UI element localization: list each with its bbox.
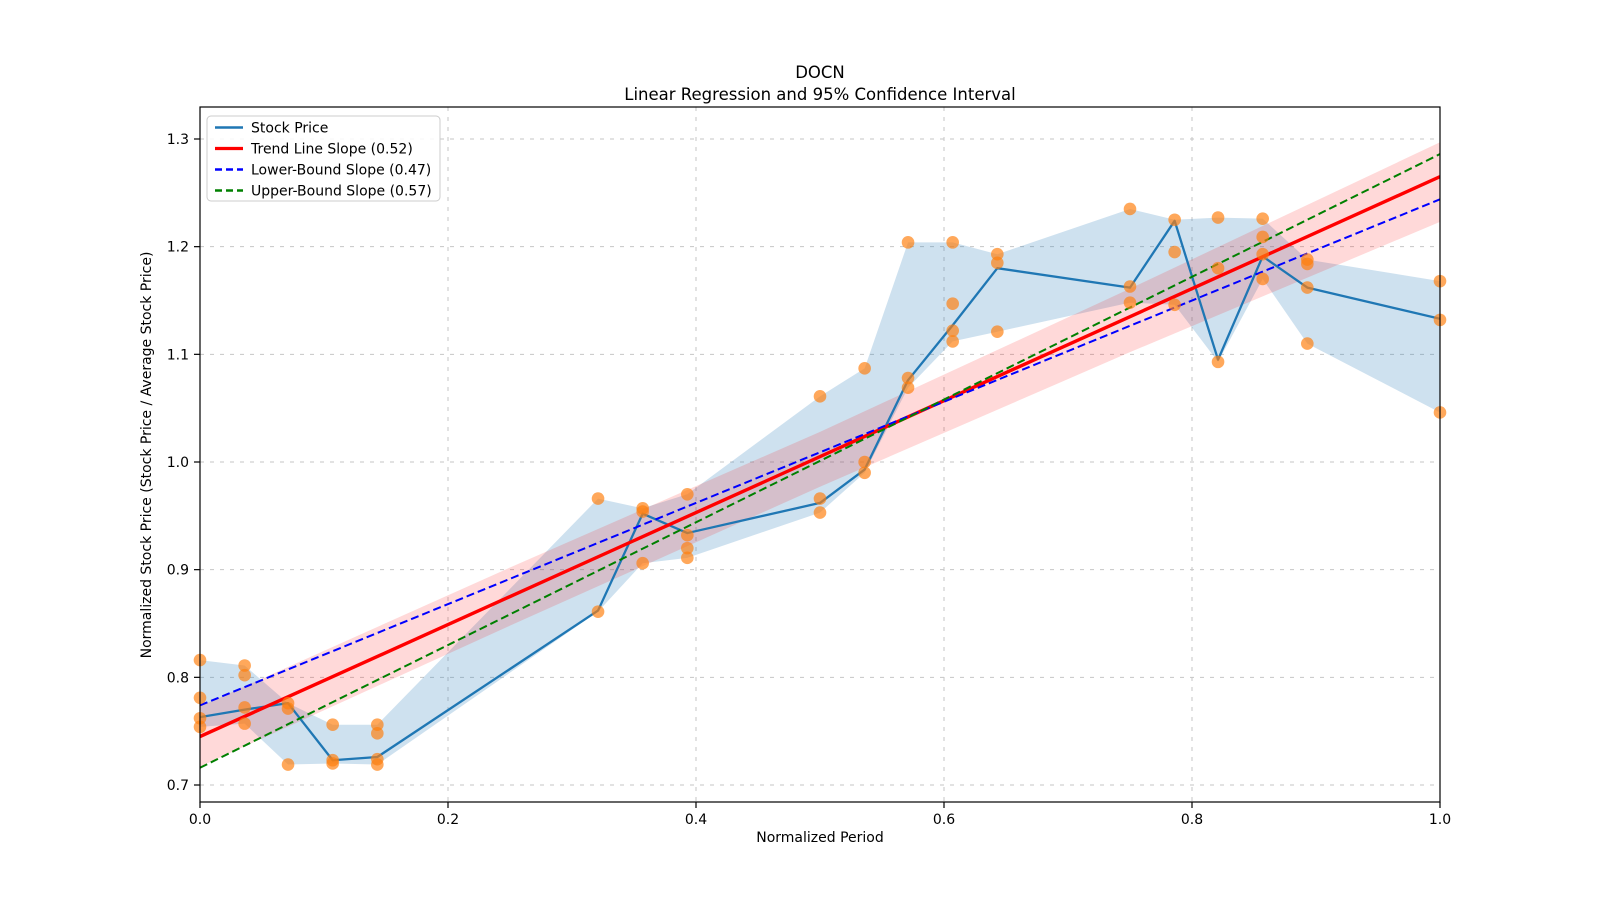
scatter-point (1256, 247, 1269, 261)
scatter-point (1301, 337, 1314, 350)
y-tick-label: 0.8 (167, 670, 189, 686)
scatter-point (681, 528, 694, 542)
scatter-point (238, 659, 251, 672)
scatter-point (371, 727, 384, 740)
scatter-point (991, 325, 1004, 339)
trend-line (200, 175, 1440, 739)
scatter-point (1211, 261, 1225, 275)
scatter-point (1301, 257, 1314, 271)
upper-bound-line (200, 153, 1440, 769)
scatter-point (1123, 280, 1137, 293)
scatter-point (901, 371, 915, 385)
x-tick-label: 0.0 (189, 812, 211, 828)
x-tick-label: 0.4 (685, 812, 707, 828)
scatter-point (636, 556, 649, 570)
chart-subtitle: Linear Regression and 95% Confidence Int… (624, 85, 1015, 104)
axis-ticks: 0.0 0.2 0.4 0.6 0.8 1.0 0.7 0.8 0.9 1.0 1.1 1.2 1.3 (167, 132, 1451, 828)
scatter-point (636, 505, 649, 518)
scatter-point (901, 381, 915, 395)
x-tick-label: 1.0 (1429, 812, 1451, 828)
stock-minmax-band (200, 208, 1440, 765)
scatter-point (946, 324, 959, 337)
scatter-point (326, 757, 339, 770)
scatter-point (1256, 230, 1269, 244)
legend-item-label: Trend Line Slope (0.52) (250, 142, 413, 158)
legend-box (206, 115, 441, 202)
scatter-point (858, 466, 871, 480)
scatter-point (1211, 211, 1225, 224)
scatter-point (1123, 202, 1137, 216)
legend: Stock Price Trend Line Slope (0.52) Lower-… (206, 115, 441, 202)
chart-title: DOCN (795, 63, 845, 82)
scatter-point (591, 605, 605, 618)
scatter-point (681, 541, 694, 555)
scatter-point (1256, 212, 1269, 225)
scatter-point (1256, 272, 1269, 286)
y-tick-label: 1.0 (167, 455, 189, 471)
scatter-point (281, 758, 295, 771)
scatter-layer (193, 202, 1447, 771)
scatter-point (1301, 281, 1314, 294)
scatter-point (371, 718, 384, 732)
scatter-point (238, 717, 251, 730)
scatter-point (858, 362, 871, 375)
scatter-point (901, 236, 915, 249)
y-tick-label: 1.2 (167, 240, 189, 256)
legend-item-label: Lower-Bound Slope (0.47) (251, 163, 431, 179)
scatter-point (1168, 245, 1181, 259)
x-axis-label: Normalized Period (756, 830, 884, 846)
plot-border (199, 106, 1441, 803)
scatter-point (946, 297, 959, 311)
x-tick-label: 0.2 (437, 812, 459, 828)
scatter-point (238, 701, 251, 714)
legend-item-label: Stock Price (251, 121, 328, 137)
scatter-point (858, 455, 871, 469)
y-tick-label: 0.7 (167, 778, 189, 794)
scatter-point (281, 702, 295, 715)
legend-item-label: Upper-Bound Slope (0.57) (251, 184, 432, 200)
y-tick-label: 0.9 (167, 563, 189, 579)
scatter-point (946, 236, 959, 249)
scatter-point (326, 718, 339, 732)
x-tick-label: 0.6 (933, 812, 955, 828)
scatter-point (946, 335, 959, 348)
lower-bound-line (200, 198, 1440, 707)
scatter-point (1211, 355, 1225, 369)
scatter-point (813, 506, 827, 519)
scatter-point (1168, 298, 1181, 312)
scatter-point (991, 247, 1004, 261)
scatter-point (991, 256, 1004, 270)
scatter-point (591, 492, 605, 505)
scatter-point (681, 487, 694, 501)
scatter-point (1168, 213, 1181, 227)
y-axis-label: Normalized Stock Price (Stock Price / Av… (139, 252, 155, 659)
y-tick-label: 1.1 (167, 347, 189, 363)
y-tick-label: 1.3 (167, 132, 189, 148)
x-tick-label: 0.8 (1181, 812, 1203, 828)
scatter-point (681, 551, 694, 565)
scatter-point (813, 390, 827, 403)
scatter-point (1123, 296, 1137, 309)
scatter-point (371, 758, 384, 771)
scatter-point (238, 668, 251, 682)
scatter-point (813, 492, 827, 505)
